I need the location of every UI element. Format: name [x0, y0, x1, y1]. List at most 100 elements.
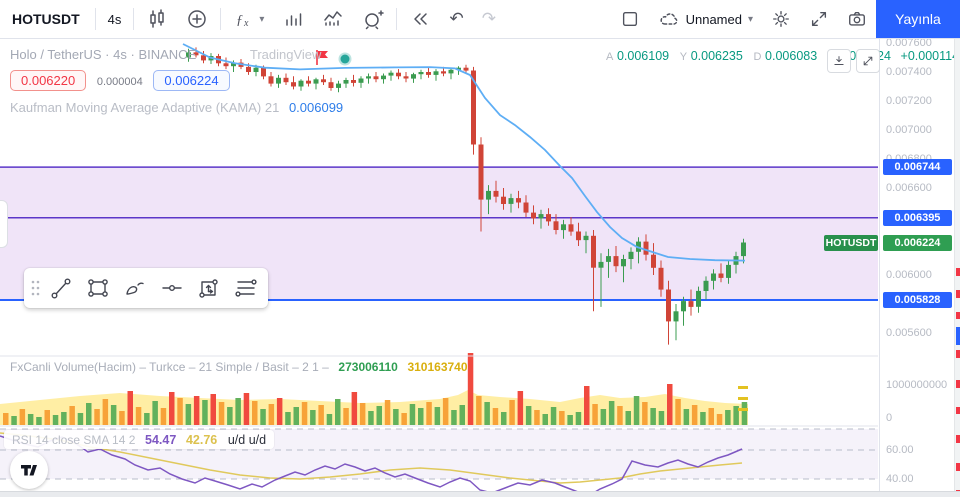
- dot-mark-icon[interactable]: [338, 52, 352, 71]
- candle-body: [358, 78, 364, 83]
- fullscreen-button[interactable]: [800, 5, 838, 33]
- candle-body: [703, 280, 709, 291]
- chart-style-button[interactable]: [137, 5, 177, 33]
- drawing-toolbar: [24, 268, 268, 308]
- chevron-down-icon: ▾: [747, 13, 753, 25]
- volume-bar: [152, 401, 158, 425]
- volume-bar: [86, 403, 92, 425]
- kama-line: [182, 43, 746, 262]
- alert-add-button[interactable]: [353, 5, 393, 33]
- bid-button[interactable]: 0.006220: [10, 70, 87, 91]
- candle-body: [411, 74, 416, 79]
- bar-replay-button[interactable]: [400, 5, 440, 33]
- volume-bar: [268, 404, 275, 425]
- volume-bar: [110, 405, 117, 425]
- volume-bar: [343, 408, 349, 425]
- interval-button[interactable]: 4s: [107, 11, 122, 27]
- candle-body: [276, 77, 281, 84]
- kama-legend[interactable]: Kaufman Moving Average Adaptive (KAMA) 2…: [10, 100, 343, 115]
- projection-box-tool-icon[interactable]: [190, 271, 227, 305]
- candle-body: [711, 273, 716, 281]
- candle-body: [643, 241, 649, 255]
- candle-body: [351, 80, 356, 83]
- candle-body: [186, 52, 191, 58]
- candle-body: [433, 71, 439, 75]
- change-value: +0.000114 (+1.87%): [900, 49, 960, 63]
- axis-label: 0.005600: [886, 327, 932, 339]
- rectangle-tool-icon[interactable]: [79, 271, 116, 305]
- tradingview-logo[interactable]: [10, 451, 48, 489]
- scroll-strip[interactable]: [954, 38, 960, 497]
- trend-line-tool-icon[interactable]: [42, 271, 79, 305]
- price-axis[interactable]: 0.0076000.0074000.0072000.0070000.006800…: [879, 37, 955, 497]
- volume-bar: [501, 412, 507, 425]
- indicator-templates-button[interactable]: [273, 5, 313, 33]
- flag-mark-icon[interactable]: [315, 49, 330, 71]
- screenshot-button[interactable]: [838, 5, 876, 33]
- candle-body: [336, 83, 341, 88]
- toolbar-drag-handle-icon[interactable]: [28, 271, 42, 305]
- volume-legend[interactable]: FxCanli Volume(Hacim) – Turkce – 21 Simp…: [10, 359, 468, 374]
- volume-bar: [741, 402, 748, 425]
- candle-body: [688, 301, 694, 307]
- volume-bar: [708, 408, 714, 425]
- redo-button[interactable]: ↷: [473, 5, 505, 33]
- candle-body: [658, 267, 664, 290]
- volume-bar: [310, 410, 316, 425]
- volume-bar: [359, 403, 366, 425]
- strip-mark: [956, 290, 960, 298]
- price-level-badge: 0.005828: [883, 291, 952, 308]
- pane-maximize-button[interactable]: [856, 49, 880, 73]
- volume-bar: [667, 384, 673, 425]
- candle-body: [418, 72, 424, 75]
- ask-button[interactable]: 0.006224: [153, 70, 230, 91]
- volume-bar: [61, 412, 67, 425]
- open-value: 0.006109: [616, 49, 670, 63]
- volume-bar: [608, 401, 615, 425]
- last-price-badge: 0.006224: [883, 234, 952, 251]
- undo-button[interactable]: ↶: [440, 5, 472, 33]
- axis-label: 0.006000: [886, 269, 932, 281]
- undo-icon: ↶: [449, 9, 464, 28]
- volume-bar: [36, 417, 42, 425]
- compare-add-button[interactable]: [177, 5, 217, 33]
- brush-tool-icon[interactable]: [116, 271, 153, 305]
- candle-body: [246, 66, 251, 72]
- top-toolbar: HOTUSDT 4s ƒ x: [0, 0, 960, 39]
- volume-ma-value: 273006110: [338, 360, 398, 374]
- settings-button[interactable]: [762, 5, 800, 33]
- symbol-legend[interactable]: Holo / TetherUS · 4s · BINANCE TradingVi…: [10, 47, 321, 62]
- drawing-panel-handle[interactable]: [0, 200, 8, 248]
- indicators-button[interactable]: ƒ x ▾: [224, 5, 273, 33]
- layout-select-button[interactable]: [611, 5, 649, 33]
- volume-bar: [44, 410, 50, 425]
- chart-pattern-button[interactable]: [313, 5, 353, 33]
- axis-label: 0.007000: [886, 124, 932, 136]
- candle-body: [621, 259, 626, 267]
- volume-bar: [69, 406, 75, 425]
- legend-exchange: BINANCE: [138, 47, 197, 62]
- rsi-legend[interactable]: RSI 14 close SMA 14 2 54.47 42.76 u/d u/…: [4, 430, 275, 449]
- cloud-layout-button[interactable]: Unnamed ▾: [649, 5, 762, 33]
- volume-bar: [52, 415, 59, 425]
- parallel-lines-tool-icon[interactable]: [227, 271, 264, 305]
- svg-text:ƒ: ƒ: [236, 13, 243, 28]
- candle-body: [583, 235, 589, 241]
- candle-body: [531, 212, 536, 219]
- cloud-icon: [658, 9, 682, 29]
- volume-bar: [127, 391, 133, 425]
- symbol-search-button[interactable]: HOTUSDT: [12, 11, 80, 27]
- redo-icon: ↷: [481, 9, 496, 28]
- volume-bar: [227, 407, 233, 425]
- candle-body: [591, 235, 596, 268]
- volume-bar: [119, 411, 125, 425]
- candle-body: [343, 80, 349, 84]
- candle-body: [651, 254, 656, 268]
- publish-button[interactable]: Yayınla: [876, 0, 960, 38]
- pane-download-button[interactable]: [827, 49, 851, 73]
- candle-body: [373, 76, 379, 80]
- volume-bar: [633, 396, 640, 425]
- volume-bar: [509, 400, 515, 425]
- horizontal-line-tool-icon[interactable]: [153, 271, 190, 305]
